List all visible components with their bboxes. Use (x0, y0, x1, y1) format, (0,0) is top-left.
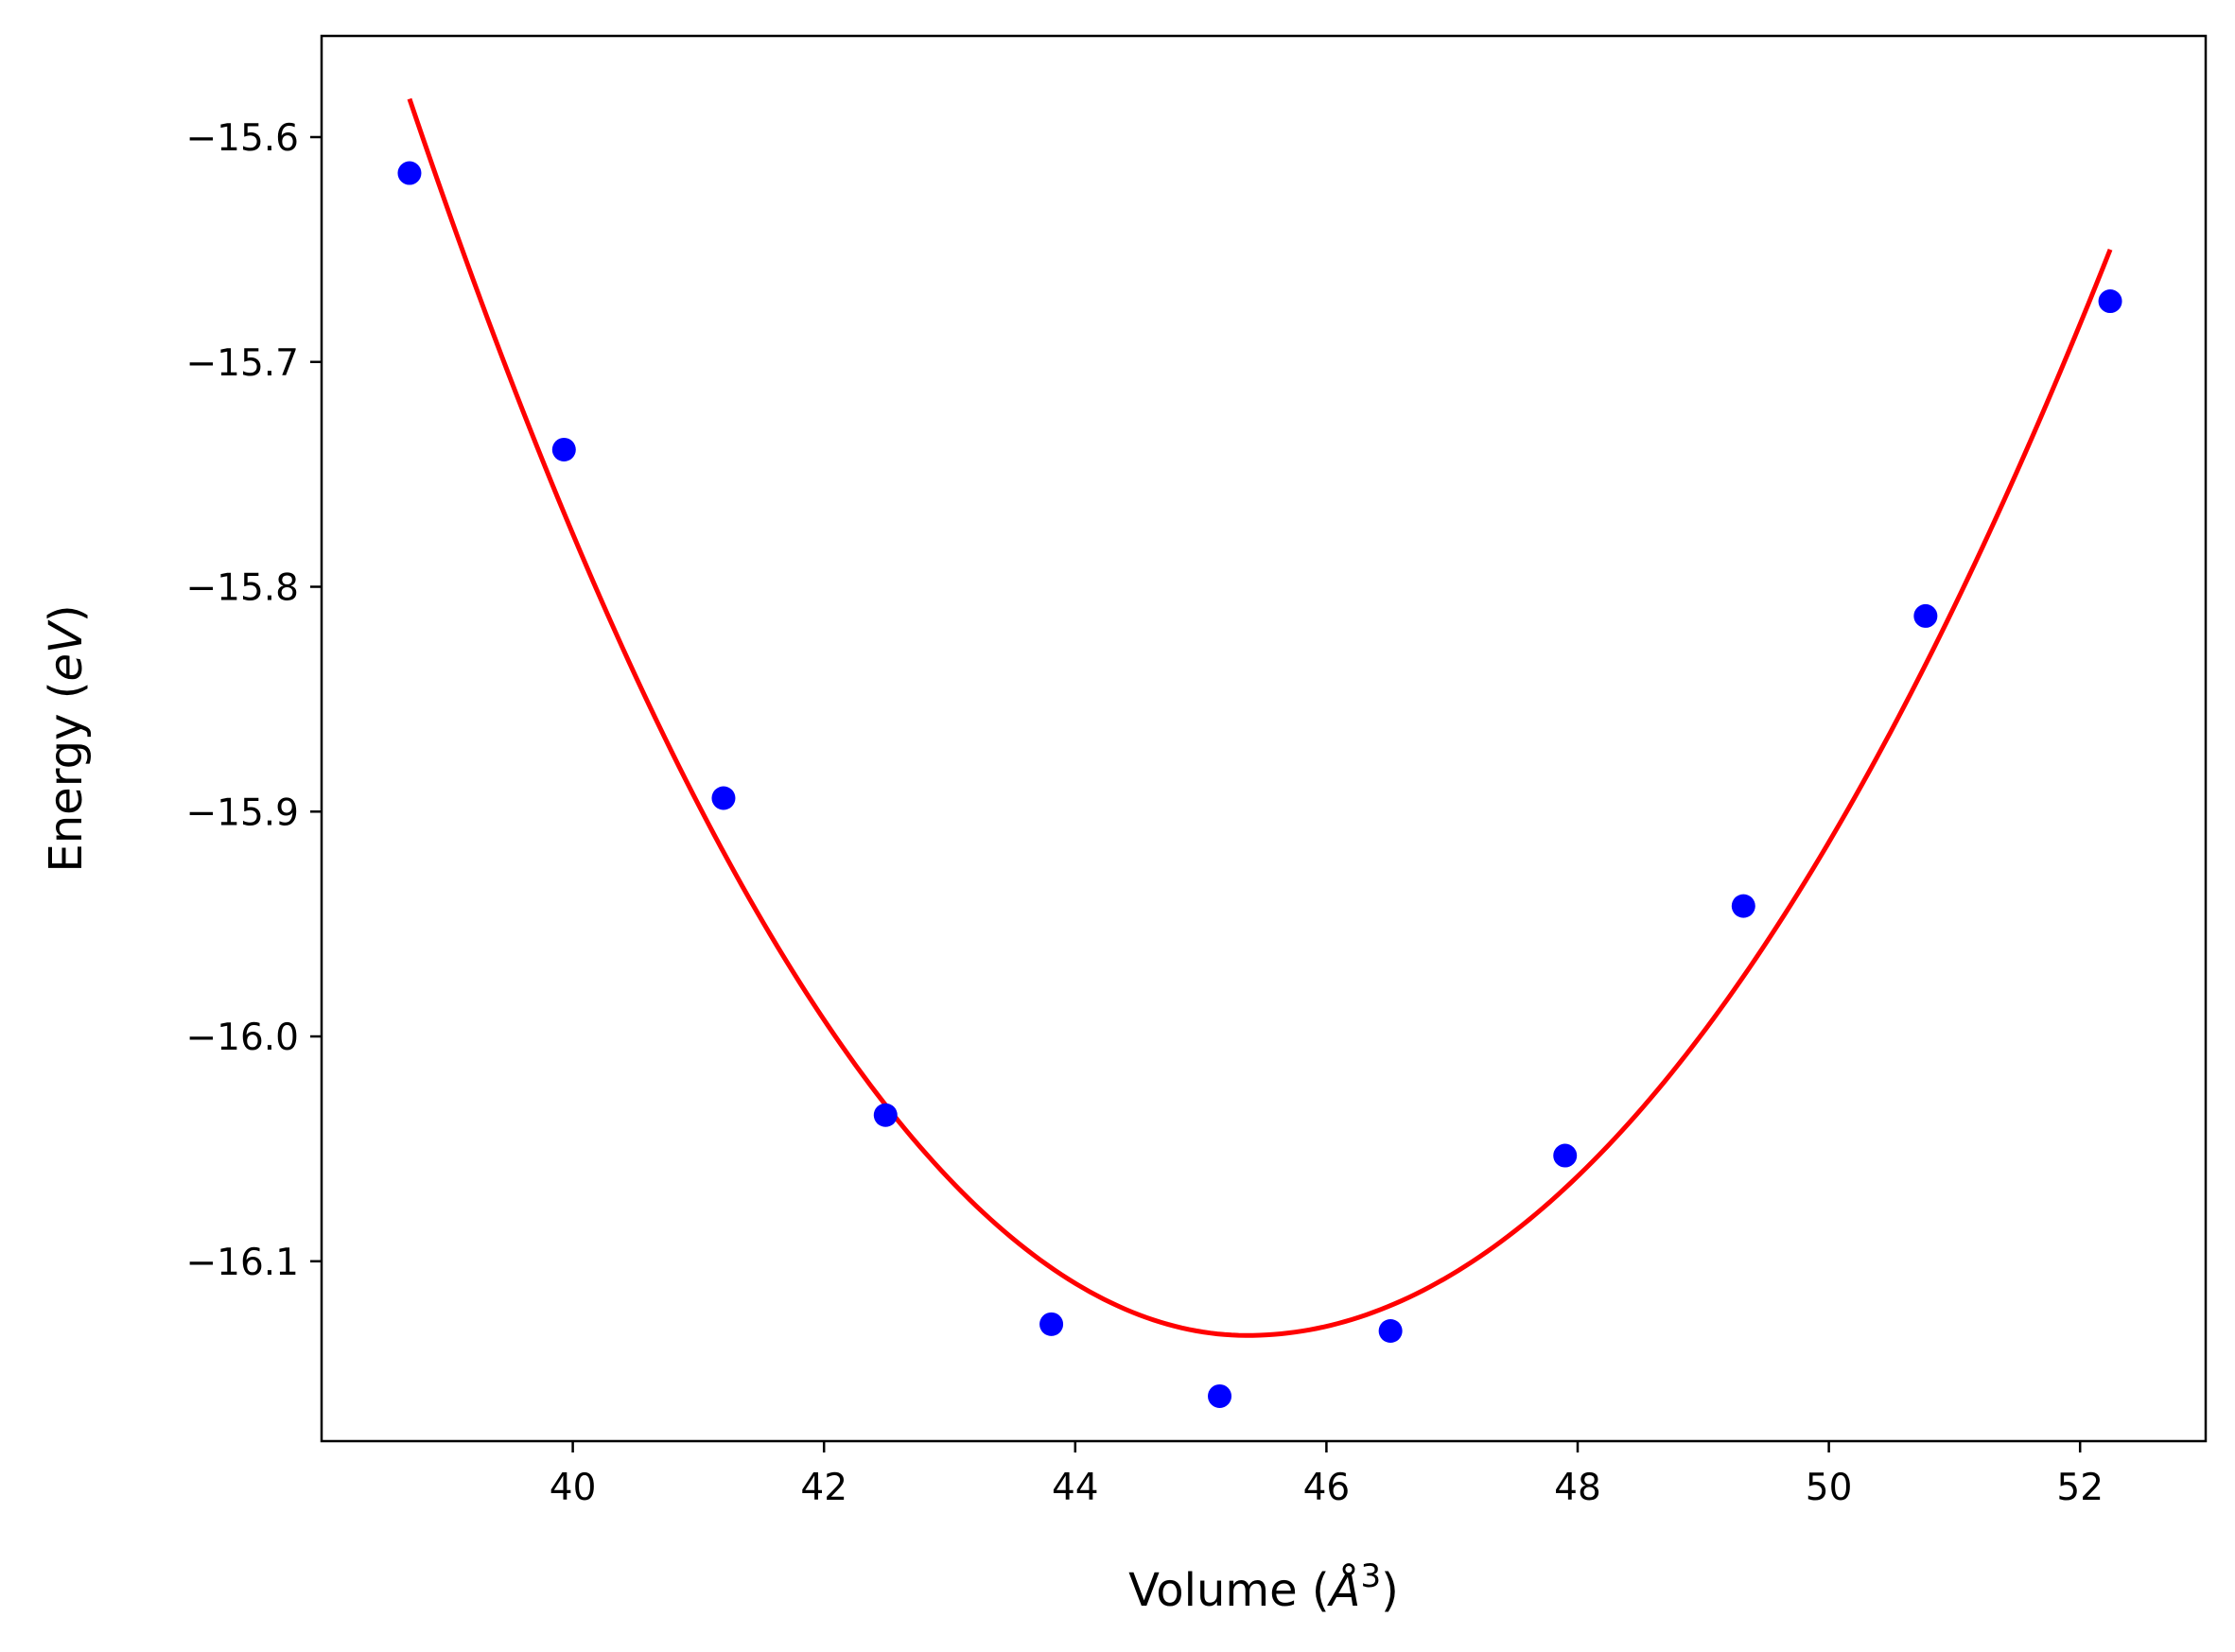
x-axis-label-exponent: 3 (1360, 1557, 1381, 1595)
y-tick-label: −15.7 (185, 342, 299, 385)
fit-layer (407, 97, 2113, 1338)
data-point (1553, 1143, 1578, 1168)
data-point (1913, 603, 1938, 628)
y-tick-label: −16.1 (185, 1242, 299, 1284)
data-point (397, 161, 422, 185)
x-tick-label: 52 (2056, 1467, 2104, 1509)
x-axis-label-symbol: Å (1327, 1563, 1361, 1617)
axes-frame (320, 34, 2208, 1443)
x-tick-label: 50 (1806, 1467, 1853, 1509)
y-tick-label: −15.6 (185, 117, 299, 160)
x-axis-label-close: ) (1381, 1564, 1399, 1617)
x-axis-label: Volume (Å3) (1128, 1557, 1399, 1617)
y-tick-label: −16.0 (185, 1017, 299, 1059)
y-tick-label: −15.8 (185, 567, 299, 610)
points-layer (397, 161, 2122, 1408)
y-axis-label: Energy (eV) (40, 604, 93, 872)
y-axis-label-text: Energy ( (40, 682, 93, 873)
y-ticks: −15.6 −15.7 −15.8 −15.9 −16.0 −16.1 (185, 117, 322, 1284)
plot-area (322, 36, 2206, 1441)
x-ticks: 40 42 44 46 48 50 52 (550, 1441, 2104, 1509)
y-axis-label-symbol: eV (40, 619, 93, 682)
data-point (551, 437, 576, 461)
x-axis-label-text: Volume ( (1128, 1564, 1330, 1617)
y-axis-label-close: ) (40, 604, 93, 622)
y-tick-label: −15.9 (185, 791, 299, 834)
data-point (1731, 894, 1755, 918)
data-point (711, 786, 736, 810)
fit-curve (407, 97, 2113, 1338)
x-tick-label: 48 (1554, 1467, 1601, 1509)
data-point (873, 1103, 898, 1127)
data-point (2098, 289, 2122, 314)
x-tick-label: 42 (800, 1467, 847, 1509)
x-tick-label: 46 (1303, 1467, 1351, 1509)
x-tick-label: 44 (1052, 1467, 1099, 1509)
data-point (1039, 1312, 1064, 1336)
x-tick-label: 40 (550, 1467, 597, 1509)
data-point (1208, 1383, 1232, 1408)
data-point (1378, 1319, 1403, 1343)
